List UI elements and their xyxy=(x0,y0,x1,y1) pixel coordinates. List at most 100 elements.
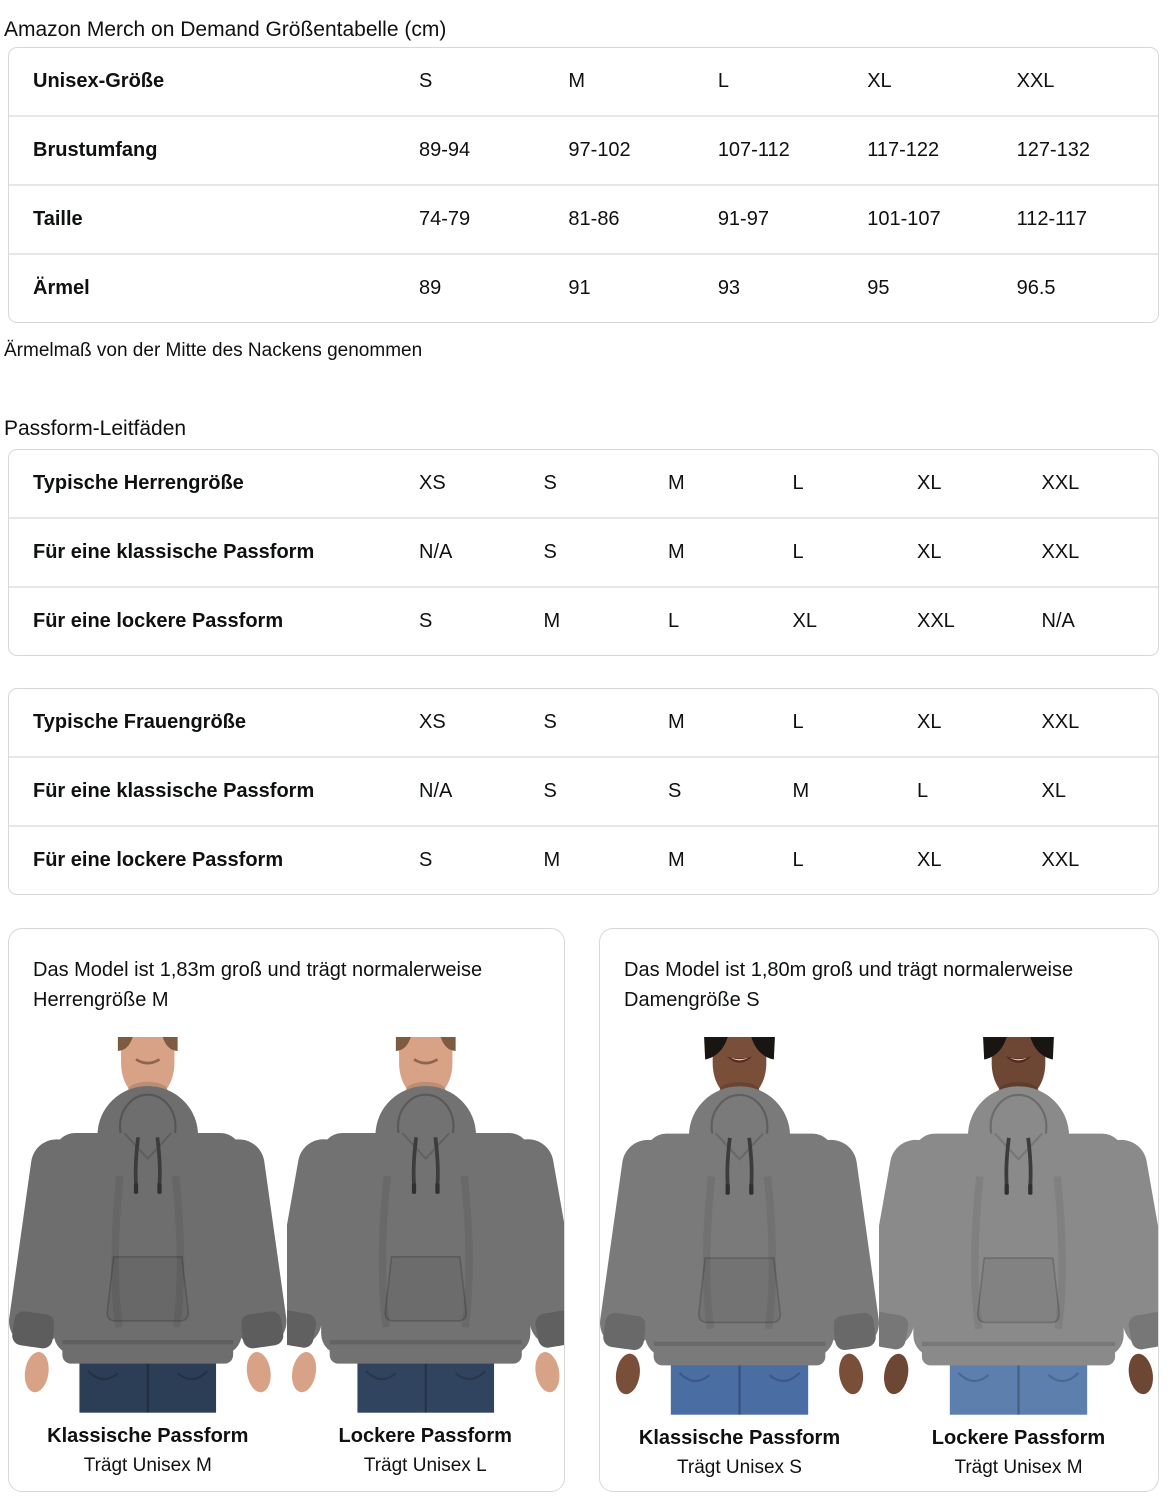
row-label: Für eine lockere Passform xyxy=(33,610,284,632)
table-row: Für eine klassische Passform N/A S M L XL XXL xyxy=(9,517,1158,586)
size-table: Unisex-Größe S M L XL XXL Brustumfang 89-94 97-1… xyxy=(8,47,1159,323)
table-row: Für eine lockere Passform S M L XL XXL N/A xyxy=(9,586,1158,655)
size-cell: XL xyxy=(917,541,942,563)
hand xyxy=(884,1353,909,1395)
figure-fit-label: Klassische Passform xyxy=(638,1426,841,1449)
figure-size-label: Trägt Unisex L xyxy=(363,1454,487,1476)
size-cell: M xyxy=(568,70,586,92)
figure-fit-label: Lockere Passform xyxy=(931,1426,1106,1449)
hair xyxy=(440,1037,456,1051)
model-figure: Lockere Passform Trägt Unisex M xyxy=(879,1037,1158,1479)
cuff xyxy=(534,1310,564,1348)
model-card-men: Das Model ist 1,83m groß und trägt norma… xyxy=(8,928,565,1492)
row-label: Brustumfang xyxy=(33,139,158,161)
size-cell: 101-107 xyxy=(867,208,941,230)
jeans xyxy=(670,1356,809,1415)
model-description: Das Model ist 1,80m groß und trägt norma… xyxy=(624,959,1074,1011)
table-row: Typische Frauengröße XS S M L XL XXL xyxy=(9,689,1158,756)
figure-row: Klassische Passform Trägt Unisex S xyxy=(600,1037,1158,1479)
size-cell: XL xyxy=(917,711,942,733)
cuff xyxy=(603,1312,646,1351)
size-cell: S xyxy=(543,472,557,494)
size-cell: 97-102 xyxy=(568,139,631,161)
hoodie-model-illustration xyxy=(9,1037,287,1413)
size-cell: S xyxy=(668,780,682,802)
figure-caption: Klassische Passform Trägt Unisex M xyxy=(47,1413,248,1477)
size-cell: S xyxy=(419,70,433,92)
drawstring xyxy=(725,1137,732,1186)
size-cell: XL xyxy=(867,70,892,92)
size-cell: XXL xyxy=(1041,711,1080,733)
size-cell: XS xyxy=(419,472,446,494)
size-cell: L xyxy=(917,780,929,802)
drawstring xyxy=(133,1137,140,1185)
size-cell: XXL xyxy=(1041,541,1080,563)
row-label: Ärmel xyxy=(33,277,90,299)
torso xyxy=(645,1133,834,1357)
size-cell: L xyxy=(792,849,804,871)
model-photo xyxy=(286,1037,564,1413)
figure-size-label: Trägt Unisex S xyxy=(677,1456,802,1478)
row-label: Für eine klassische Passform xyxy=(33,780,315,802)
table-row: Typische Herrengröße XS S M L XL XXL xyxy=(9,450,1158,517)
size-cell: 107-112 xyxy=(717,139,790,161)
figure-caption: Lockere Passform Trägt Unisex L xyxy=(339,1413,512,1477)
size-cell: N/A xyxy=(419,541,453,563)
cuff xyxy=(1128,1311,1158,1350)
kangaroo-pocket xyxy=(106,1256,190,1322)
cuff xyxy=(286,1310,316,1348)
size-cell: M xyxy=(543,610,561,632)
cuff xyxy=(833,1312,876,1351)
row-label: Typische Herrengröße xyxy=(33,472,244,494)
table-row: Taille 74-79 81-86 91-97 101-107 112-117 xyxy=(9,184,1158,253)
hand xyxy=(24,1351,49,1393)
drawstring xyxy=(1004,1137,1011,1186)
figure-row: Klassische Passform Trägt Unisex M xyxy=(9,1037,564,1477)
hem-band xyxy=(921,1341,1116,1366)
size-cell: 96.5 xyxy=(1016,277,1056,299)
size-cell: XL xyxy=(792,610,817,632)
hand xyxy=(246,1351,271,1393)
size-cell: XXL xyxy=(1041,849,1080,871)
fit-guides-heading: Passform-Leitfäden xyxy=(4,417,187,441)
size-cell: XL xyxy=(917,849,942,871)
drawstring xyxy=(155,1137,162,1185)
size-cell: L xyxy=(717,70,729,92)
size-cell: S xyxy=(419,610,433,632)
size-cell: XXL xyxy=(1041,472,1080,494)
model-photo xyxy=(879,1037,1158,1415)
size-cell: M xyxy=(792,780,810,802)
hand xyxy=(615,1353,640,1395)
size-cell: L xyxy=(668,610,680,632)
size-cell: XXL xyxy=(1016,70,1055,92)
model-photo xyxy=(600,1037,879,1415)
row-label: Unisex-Größe xyxy=(33,70,165,92)
jeans xyxy=(356,1355,494,1413)
size-cell: 74-79 xyxy=(419,208,471,230)
fit-table-women: Typische Frauengröße XS S M L XL XXL Für eine k… xyxy=(8,688,1159,895)
jeans xyxy=(949,1356,1088,1415)
table-row: Für eine klassische Passform N/A S S M L XL xyxy=(9,756,1158,825)
hem-band xyxy=(329,1340,522,1364)
model-figure: Klassische Passform Trägt Unisex S xyxy=(600,1037,879,1479)
drawstring xyxy=(433,1137,440,1185)
table-row: Für eine lockere Passform S M M L XL XXL xyxy=(9,825,1158,894)
drawstring xyxy=(747,1137,754,1186)
hand xyxy=(1128,1353,1153,1395)
size-cell: M xyxy=(668,849,685,871)
size-cell: N/A xyxy=(419,780,453,802)
size-cell: S xyxy=(543,780,557,802)
size-cell: XL xyxy=(917,472,942,494)
model-card-women: Das Model ist 1,80m groß und trägt norma… xyxy=(599,928,1159,1492)
hair xyxy=(395,1037,411,1051)
size-cell: 93 xyxy=(717,277,741,299)
table-row: Unisex-Größe S M L XL XXL xyxy=(9,48,1158,115)
figure-fit-label: Lockere Passform xyxy=(338,1424,512,1447)
hair xyxy=(117,1037,133,1051)
hand xyxy=(291,1352,316,1393)
size-cell: S xyxy=(543,541,557,563)
hand xyxy=(839,1353,864,1395)
kangaroo-pocket xyxy=(383,1256,467,1322)
size-cell: 117-122 xyxy=(867,139,940,161)
